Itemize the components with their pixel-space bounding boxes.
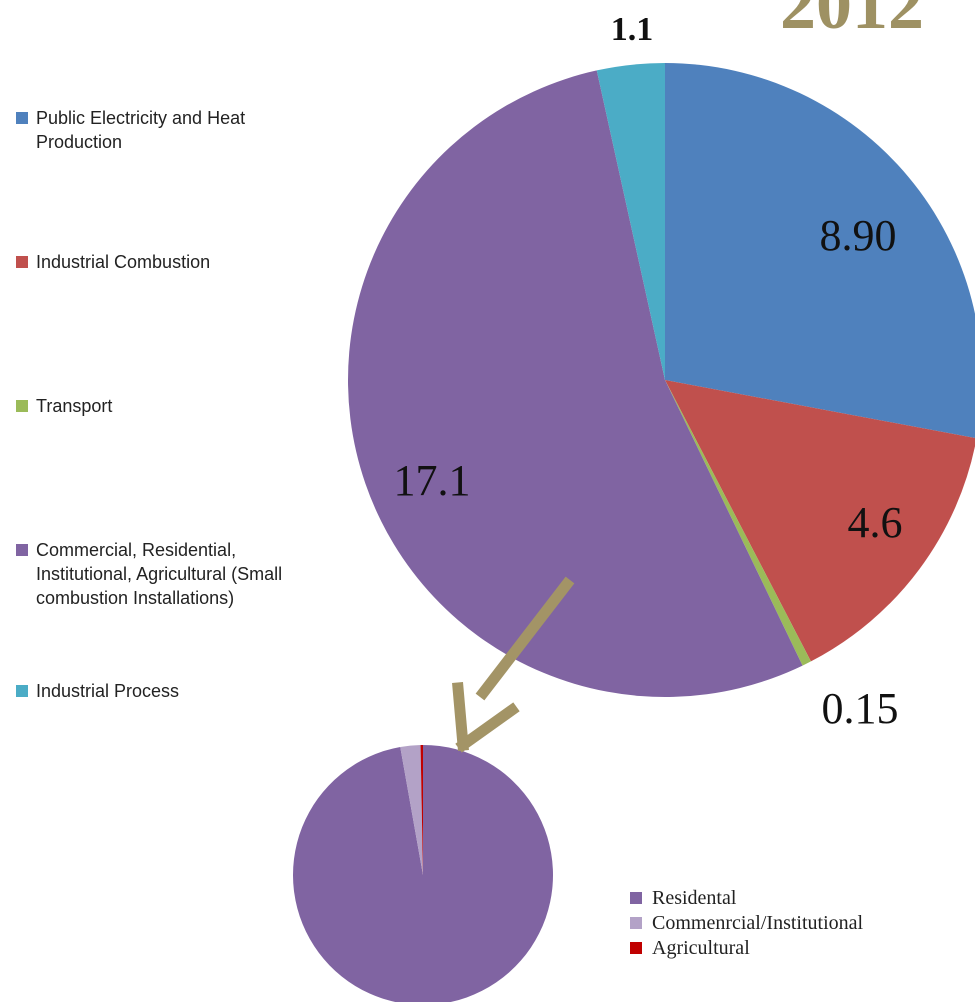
legend-entry: Public Electricity and Heat Production (16, 106, 306, 154)
legend-label: Commenrcial/Institutional (652, 912, 864, 934)
arrow (452, 576, 575, 753)
pie: 8.90 4.6 0.15 17.1 1.1 (348, 11, 975, 733)
pie-slice (665, 380, 975, 662)
pie (293, 745, 553, 1002)
pie-slice (420, 745, 423, 875)
data-label: 17.1 (394, 456, 471, 505)
pie-slice (596, 63, 665, 380)
legend-label: Residental (652, 887, 737, 909)
legend-swatch (630, 942, 642, 954)
legend-entry: Residental (630, 886, 736, 910)
data-label: 0.15 (822, 684, 899, 733)
data-label: 4.6 (848, 498, 903, 547)
legend-swatch (16, 112, 28, 124)
legend-label: Transport (36, 396, 113, 416)
legend-entry: Industrial Process (16, 679, 306, 703)
arrow-shaft (475, 576, 575, 701)
legend-swatch (16, 256, 28, 268)
legend-swatch (630, 892, 642, 904)
legend-label: Industrial Process (36, 681, 180, 701)
legend-label: Commercial, Residential, Institutional, … (36, 540, 283, 608)
pie-slice (348, 70, 803, 697)
data-label: 8.90 (820, 211, 897, 260)
legend-entry: Industrial Combustion (16, 250, 306, 274)
legend-swatch (630, 917, 642, 929)
legend-entry: Transport (16, 394, 306, 418)
pie-slice (400, 745, 423, 875)
legend-swatch (16, 685, 28, 697)
legend-entry: Commenrcial/Institutional (630, 911, 863, 935)
pie-slice (293, 745, 553, 1002)
data-label: 1.1 (611, 11, 654, 48)
pie-slice (665, 380, 811, 666)
legend-entry: Agricultural (630, 936, 750, 960)
legend-label: Industrial Combustion (36, 252, 211, 272)
legend-label: Public Electricity and Heat Production (36, 108, 246, 152)
pie-slice (665, 63, 975, 438)
legend-entry: Commercial, Residential, Institutional, … (16, 538, 306, 610)
arrow-head (452, 682, 520, 753)
legend-swatch (16, 400, 28, 412)
chart-title: 2012 (780, 0, 924, 44)
legend-label: Agricultural (652, 937, 750, 959)
legend-swatch (16, 544, 28, 556)
